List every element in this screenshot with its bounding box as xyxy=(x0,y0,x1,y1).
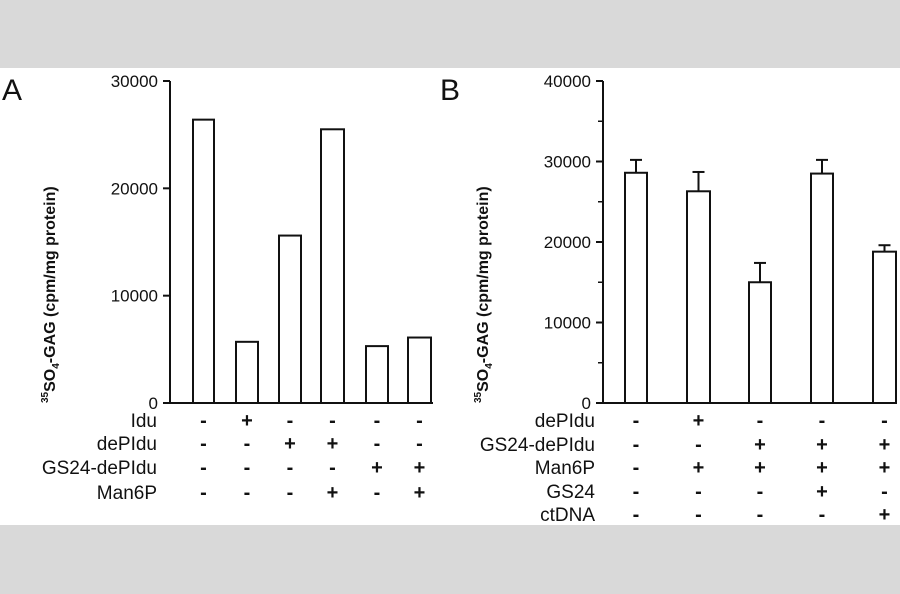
y-axis-label-sub: 4 xyxy=(51,363,62,369)
y-tick-label: 0 xyxy=(149,394,158,413)
y-axis-label: 35SO4-GAG (cpm/mg protein) xyxy=(473,186,495,403)
bar xyxy=(872,250,897,404)
condition-label: Man6P xyxy=(535,458,595,479)
condition-sign: - xyxy=(633,457,640,479)
y-tick-label: 10000 xyxy=(111,287,158,306)
condition-sign: + xyxy=(816,481,828,503)
bar xyxy=(235,340,259,405)
condition-sign: - xyxy=(244,433,251,455)
condition-sign: - xyxy=(416,410,423,432)
y-tick-label: 20000 xyxy=(544,233,591,252)
bar xyxy=(278,234,302,404)
condition-sign: - xyxy=(633,410,640,432)
condition-sign: + xyxy=(879,434,891,456)
condition-sign: - xyxy=(881,481,888,503)
condition-sign: - xyxy=(695,481,702,503)
condition-sign: + xyxy=(327,482,339,504)
y-tick-label: 40000 xyxy=(544,72,591,91)
condition-label: Man6P xyxy=(97,483,157,504)
condition-sign: - xyxy=(329,410,336,432)
condition-sign: - xyxy=(287,482,294,504)
bar xyxy=(810,172,834,404)
condition-sign: - xyxy=(633,434,640,456)
condition-label: GS24-dePIdu xyxy=(42,458,157,479)
bar xyxy=(365,345,389,405)
condition-sign: - xyxy=(287,410,294,432)
y-tick-label: 30000 xyxy=(544,153,591,172)
condition-sign: - xyxy=(819,504,826,526)
y-tick-label: 20000 xyxy=(111,179,158,198)
condition-label: GS24 xyxy=(546,482,595,503)
bar xyxy=(686,190,711,404)
y-axis-label-isotope: 35 xyxy=(40,391,51,403)
bar xyxy=(624,171,648,404)
condition-label: dePIdu xyxy=(535,411,595,432)
y-axis-label-isotope: 35 xyxy=(473,391,484,403)
y-axis-label-sub: 4 xyxy=(484,363,495,369)
condition-sign: + xyxy=(327,433,339,455)
condition-sign: + xyxy=(414,457,426,479)
condition-label: Idu xyxy=(131,411,157,432)
condition-sign: - xyxy=(695,434,702,456)
condition-sign: - xyxy=(374,410,381,432)
y-axis-label: 35SO4-GAG (cpm/mg protein) xyxy=(40,186,62,403)
condition-sign: - xyxy=(695,504,702,526)
condition-sign: - xyxy=(633,481,640,503)
condition-sign: - xyxy=(374,482,381,504)
condition-label: GS24-dePIdu xyxy=(480,435,595,456)
condition-sign: - xyxy=(200,433,207,455)
condition-sign: - xyxy=(757,481,764,503)
panel-label-a: A xyxy=(2,74,22,107)
condition-sign: + xyxy=(754,457,766,479)
condition-sign: + xyxy=(241,410,253,432)
condition-sign: + xyxy=(371,457,383,479)
condition-sign: - xyxy=(244,457,251,479)
condition-sign: - xyxy=(819,410,826,432)
condition-sign: - xyxy=(757,410,764,432)
condition-sign: + xyxy=(414,482,426,504)
condition-sign: + xyxy=(879,504,891,526)
bar xyxy=(192,118,215,404)
y-axis-label-rest: -GAG (cpm/mg protein) xyxy=(42,186,59,363)
condition-label: dePIdu xyxy=(97,434,157,455)
condition-sign: - xyxy=(287,457,294,479)
condition-sign: - xyxy=(881,410,888,432)
condition-sign: - xyxy=(200,482,207,504)
condition-sign: + xyxy=(816,457,828,479)
bar xyxy=(748,281,772,404)
condition-sign: + xyxy=(693,410,705,432)
y-axis-label-main: SO xyxy=(475,369,492,392)
y-axis-label-main: SO xyxy=(42,369,59,392)
y-tick-label: 30000 xyxy=(111,72,158,91)
condition-sign: + xyxy=(284,433,296,455)
y-tick-label: 10000 xyxy=(544,314,591,333)
condition-sign: - xyxy=(244,482,251,504)
condition-sign: + xyxy=(816,434,828,456)
condition-sign: + xyxy=(693,457,705,479)
bar xyxy=(407,336,432,405)
condition-sign: - xyxy=(200,457,207,479)
condition-sign: - xyxy=(200,410,207,432)
condition-sign: - xyxy=(757,504,764,526)
condition-sign: - xyxy=(329,457,336,479)
panel-label-b: B xyxy=(440,74,460,107)
condition-label: ctDNA xyxy=(540,505,595,526)
condition-sign: - xyxy=(374,433,381,455)
y-tick-label: 0 xyxy=(582,394,591,413)
y-axis-label-rest: -GAG (cpm/mg protein) xyxy=(475,186,492,363)
condition-sign: - xyxy=(416,433,423,455)
condition-sign: + xyxy=(754,434,766,456)
condition-sign: + xyxy=(879,457,891,479)
bar xyxy=(320,128,345,405)
condition-sign: - xyxy=(633,504,640,526)
